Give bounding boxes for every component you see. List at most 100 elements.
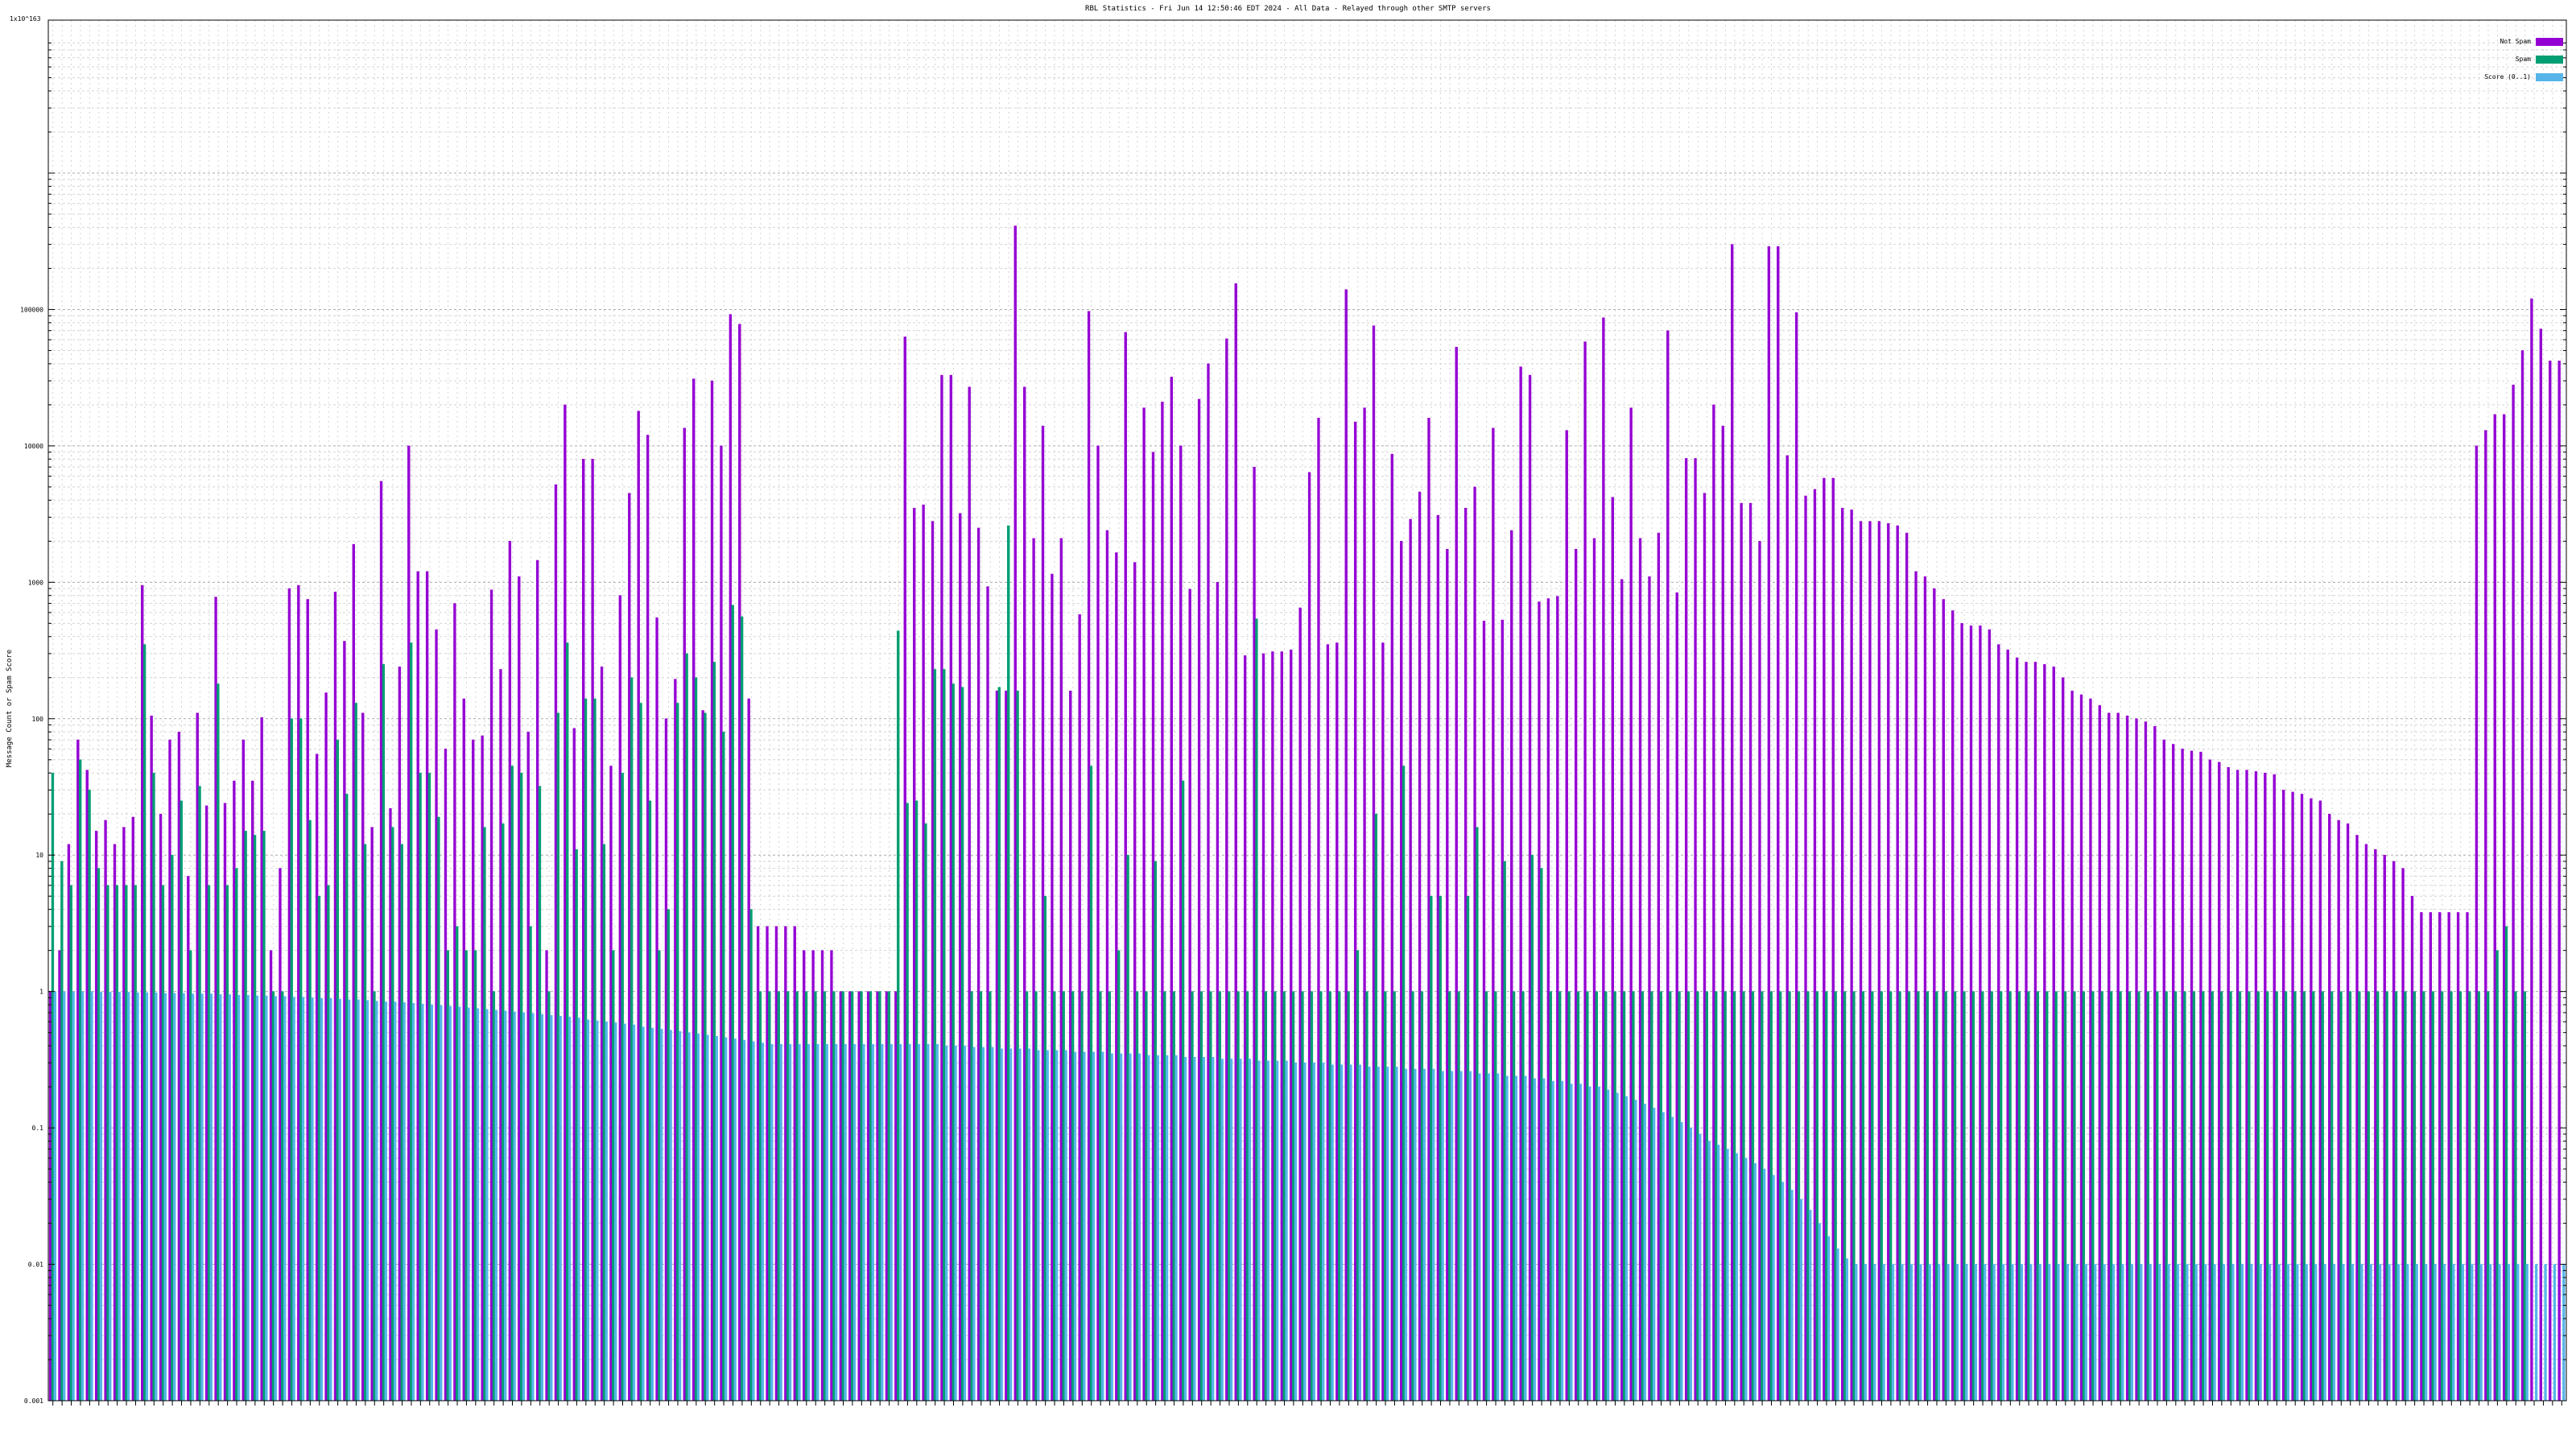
- bar-spam: [2128, 991, 2132, 1402]
- bar-not-spam: [1317, 418, 1320, 1402]
- bar-score: [881, 1044, 884, 1402]
- bar-not-spam: [2153, 725, 2157, 1402]
- bar-not-spam: [1905, 532, 1909, 1402]
- bar-spam: [1484, 991, 1488, 1402]
- bar-not-spam: [2410, 895, 2414, 1402]
- bar-score: [2029, 1264, 2033, 1402]
- bar-not-spam: [1115, 552, 1118, 1402]
- bar-spam: [1457, 991, 1460, 1402]
- bar-spam: [1236, 991, 1240, 1402]
- bar-spam: [1732, 991, 1736, 1402]
- bar-spam: [2404, 991, 2407, 1402]
- bar-not-spam: [1528, 374, 1532, 1402]
- bar-spam: [2229, 991, 2232, 1402]
- bar-score: [1110, 1053, 1113, 1402]
- bar-score: [375, 1001, 378, 1402]
- bar-spam: [225, 885, 229, 1402]
- bar-spam: [1181, 780, 1185, 1402]
- bar-spam: [235, 868, 238, 1402]
- bar-not-spam: [2043, 664, 2046, 1402]
- bar-score: [1652, 1108, 1656, 1402]
- bar-not-spam: [223, 803, 227, 1402]
- bar-score: [568, 1017, 572, 1402]
- bar-not-spam: [876, 991, 879, 1402]
- bar-not-spam: [1592, 538, 1596, 1402]
- bar-spam: [1871, 991, 1874, 1402]
- bar-not-spam: [2392, 861, 2396, 1402]
- bar-not-spam: [2245, 770, 2248, 1402]
- bar-spam: [1466, 895, 1470, 1402]
- bar-score: [687, 1032, 691, 1402]
- bar-not-spam: [572, 728, 576, 1402]
- bar-score: [274, 996, 277, 1402]
- bar-score: [972, 1046, 976, 1402]
- bar-not-spam: [564, 404, 567, 1402]
- bar-score: [1588, 1086, 1591, 1402]
- bar-score: [1542, 1078, 1546, 1402]
- bar-spam: [1007, 525, 1010, 1402]
- bar-score: [908, 1044, 911, 1402]
- bar-not-spam: [710, 380, 714, 1402]
- bar-score: [742, 1039, 746, 1402]
- bar-score: [531, 1013, 535, 1402]
- bar-score: [1027, 1048, 1031, 1402]
- bar-spam: [1852, 991, 1856, 1402]
- bar-score: [2121, 1264, 2124, 1402]
- bar-spam: [1356, 950, 1360, 1402]
- bar-not-spam: [489, 589, 493, 1402]
- bar-score: [1524, 1075, 1527, 1402]
- bar-score: [411, 1003, 415, 1402]
- bar-not-spam: [2107, 712, 2111, 1402]
- bar-not-spam: [472, 739, 475, 1402]
- bar-spam: [860, 991, 863, 1402]
- bar-not-spam: [1344, 289, 1348, 1402]
- bar-score: [1422, 1068, 1426, 1402]
- bar-spam: [1797, 991, 1801, 1402]
- bar-not-spam: [1124, 332, 1127, 1402]
- bar-score: [1414, 1068, 1417, 1402]
- bar-not-spam: [811, 950, 815, 1402]
- bar-not-spam: [2520, 350, 2524, 1402]
- bar-spam: [2496, 950, 2499, 1402]
- bar-not-spam: [2089, 698, 2092, 1402]
- bar-score: [2103, 1264, 2106, 1402]
- bar-spam: [2468, 991, 2471, 1402]
- bar-score: [613, 1022, 617, 1402]
- bar-spam: [639, 703, 642, 1402]
- bar-score: [126, 992, 130, 1402]
- bar-spam: [777, 991, 780, 1402]
- bar-spam: [180, 800, 183, 1402]
- bar-spam: [823, 991, 827, 1402]
- bar-not-spam: [1427, 418, 1430, 1402]
- bar-score: [2066, 1264, 2070, 1402]
- bar-spam: [1880, 991, 1883, 1402]
- bar-score: [550, 1014, 553, 1402]
- bar-not-spam: [1859, 521, 1863, 1402]
- bar-score: [2259, 1264, 2262, 1402]
- bar-score: [1992, 1264, 1996, 1402]
- bar-spam: [2017, 991, 2021, 1402]
- bar-score: [1073, 1051, 1077, 1402]
- bar-spam: [1420, 991, 1424, 1402]
- bar-spam: [841, 991, 844, 1402]
- bar-not-spam: [729, 314, 733, 1402]
- bar-spam: [1761, 991, 1764, 1402]
- bar-spam: [2284, 991, 2288, 1402]
- y-tick-label: 0.001: [24, 1397, 43, 1405]
- bar-score: [1358, 1064, 1362, 1402]
- bar-score: [2222, 1264, 2226, 1402]
- bar-spam: [2248, 991, 2251, 1402]
- bar-score: [2167, 1264, 2170, 1402]
- bar-not-spam: [940, 374, 943, 1402]
- bar-spam: [2523, 991, 2527, 1402]
- bar-not-spam: [2208, 759, 2212, 1402]
- bar-not-spam: [1510, 530, 1513, 1402]
- bar-score: [2553, 1264, 2557, 1402]
- bar-spam: [171, 854, 174, 1402]
- bar-score: [1735, 1153, 1739, 1402]
- bar-not-spam: [1133, 562, 1137, 1402]
- bar-not-spam: [1463, 507, 1468, 1402]
- bar-spam: [1310, 991, 1314, 1402]
- bar-spam: [970, 991, 973, 1402]
- bar-score: [90, 991, 93, 1402]
